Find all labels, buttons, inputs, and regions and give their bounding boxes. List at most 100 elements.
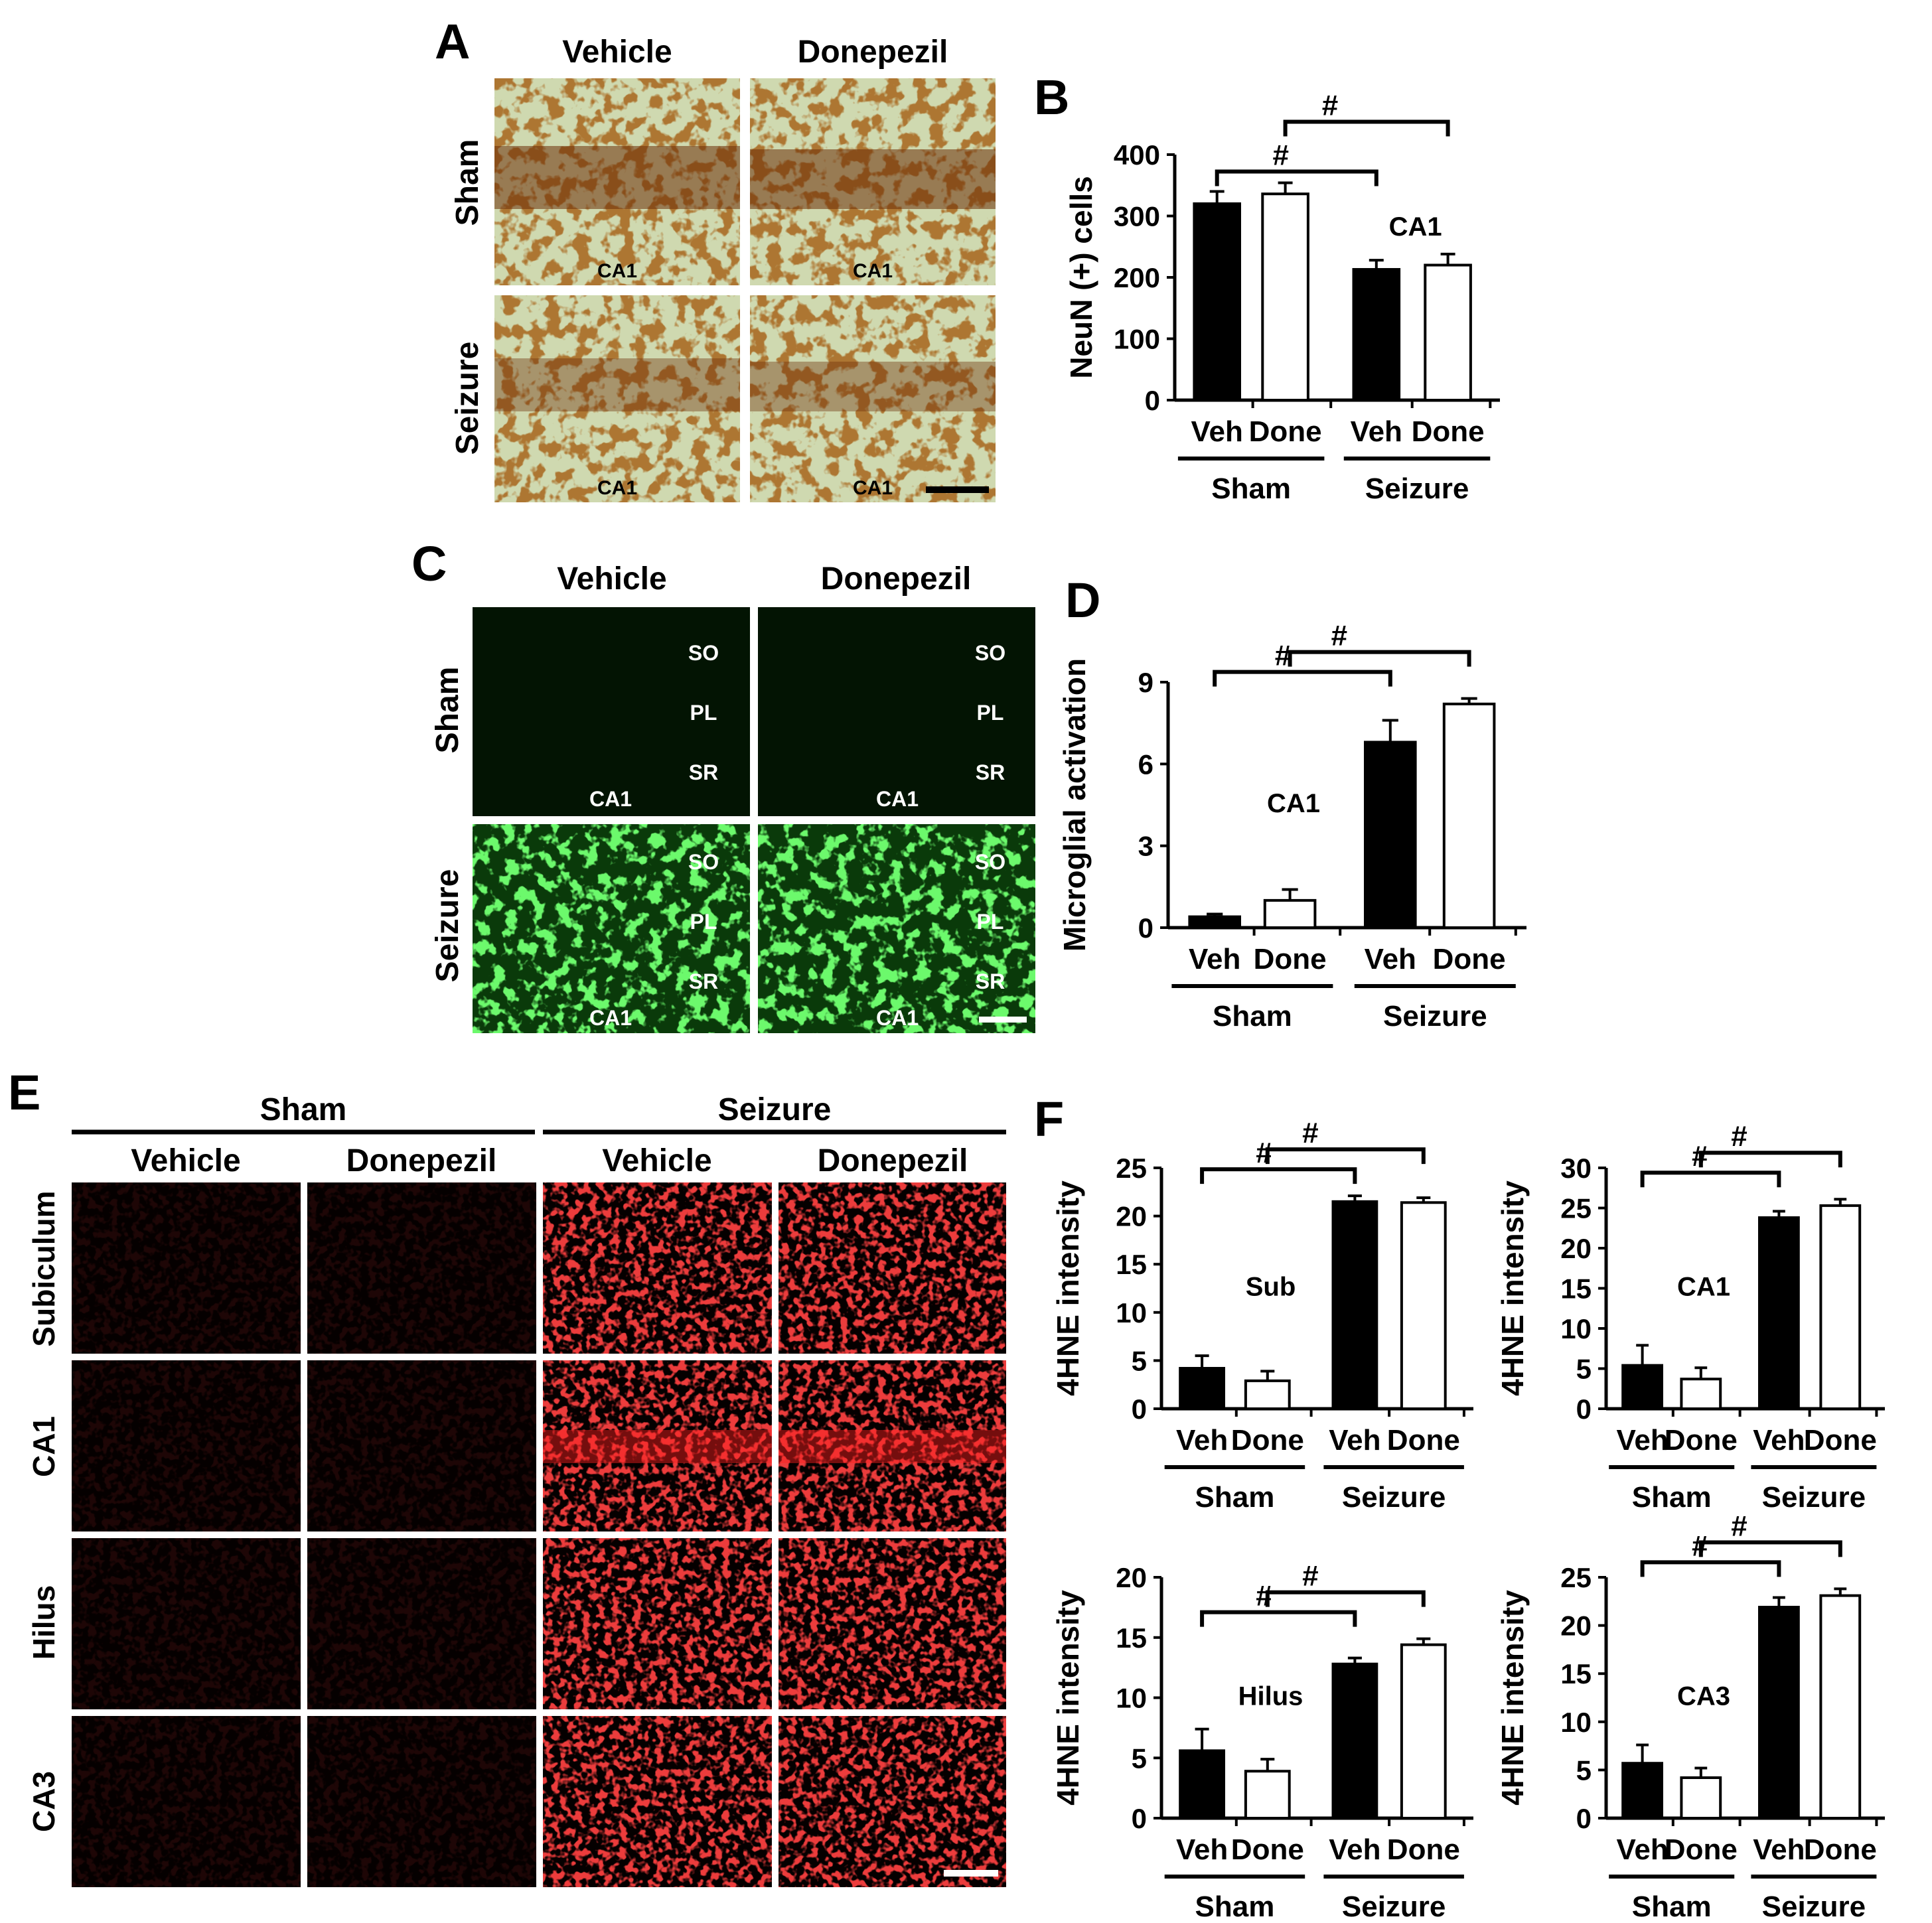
panel-a-col-label-donepezil: Donepezil — [798, 35, 948, 70]
y-tick-label: 0 — [1576, 1803, 1592, 1834]
bar-done — [1680, 1776, 1722, 1820]
panel-e-group-label-seizure: Seizure — [718, 1092, 832, 1127]
layer-label-sr: SR — [976, 969, 1005, 993]
y-tick-label: 30 — [1560, 1153, 1592, 1184]
x-category-label: Veh — [1753, 1424, 1805, 1457]
y-tick-label: 20 — [1560, 1610, 1592, 1642]
layer-label-sr: SR — [689, 969, 718, 993]
bar-done — [1261, 192, 1309, 401]
panel-a-row-label-seizure: Seizure — [450, 342, 485, 455]
group-label-seizure: Seizure — [1762, 1481, 1866, 1514]
x-category-label: Veh — [1176, 1424, 1228, 1457]
micrograph-a-seizure-vehicle: CA1 — [494, 295, 740, 502]
bar-done — [1400, 1643, 1447, 1819]
significance-marker: # — [1256, 1580, 1272, 1612]
micrograph-stain — [779, 1538, 1006, 1709]
layer-label-so: SO — [975, 641, 1005, 665]
panel-letter-d: D — [1065, 573, 1100, 628]
bar-done — [1263, 898, 1317, 930]
x-category-label: Veh — [1176, 1833, 1228, 1866]
panel-e-row-label-hilus: Hilus — [27, 1585, 61, 1660]
micrograph-c-seizure-vehicle: SO PL SR CA1 — [473, 824, 750, 1033]
y-axis-label: 4HNE intensity — [1051, 1180, 1085, 1396]
y-tick-label: 10 — [1116, 1683, 1147, 1714]
micrograph-e-r0-c0 — [72, 1182, 301, 1354]
significance-bracket — [1283, 119, 1450, 137]
y-tick-label: 10 — [1116, 1297, 1147, 1328]
micrograph-a-sham-vehicle: CA1 — [494, 78, 740, 285]
scale-bar — [926, 486, 989, 493]
layer-label-so: SO — [975, 850, 1005, 874]
y-tick-label: 5 — [1132, 1743, 1147, 1774]
group-label-sham: Sham — [1195, 1481, 1275, 1514]
significance-marker: # — [1256, 1137, 1272, 1169]
panel-e-col-label-vehicle: Vehicle — [602, 1143, 711, 1178]
panel-a: A Vehicle Donepezil Sham Seizure CA1 CA1… — [435, 14, 996, 502]
micrograph-e-r0-c3 — [779, 1182, 1006, 1354]
y-tick-label: 400 — [1114, 139, 1160, 171]
significance-bracket — [1215, 169, 1378, 186]
x-category-label: Done — [1412, 415, 1485, 448]
bar-chart-d: 0 3 6 9 Microglial activation Veh Done Veh Done S… — [1057, 620, 1526, 1033]
significance-marker: # — [1322, 90, 1338, 122]
micrograph-e-r2-c1 — [307, 1538, 536, 1709]
bar-veh — [1188, 915, 1242, 929]
x-category-label: Veh — [1191, 415, 1243, 448]
x-category-label: Veh — [1189, 943, 1240, 975]
x-category-label: Done — [1249, 415, 1322, 448]
panel-a-region-label: CA1 — [853, 477, 893, 499]
layer-label-pl: PL — [690, 910, 717, 934]
y-tick-label: 6 — [1138, 748, 1153, 780]
y-tick-label: 5 — [1576, 1754, 1592, 1786]
x-category-label: Done — [1433, 943, 1506, 975]
x-category-label: Done — [1804, 1424, 1877, 1457]
micrograph-stain — [307, 1182, 536, 1354]
y-tick-label: 15 — [1560, 1658, 1592, 1689]
bar-veh — [1193, 202, 1242, 401]
y-tick-label: 15 — [1116, 1622, 1147, 1654]
panel-c-region-label: CA1 — [589, 787, 632, 811]
micrograph-stain — [307, 1716, 536, 1887]
micrograph-a-sham-donepezil: CA1 — [750, 78, 996, 285]
micrograph-e-r3-c2 — [543, 1716, 772, 1887]
y-tick-label: 0 — [1132, 1803, 1147, 1834]
micrograph-a-seizure-donepezil: CA1 — [750, 295, 996, 502]
x-category-label: Done — [1387, 1424, 1460, 1457]
region-label: CA1 — [1389, 212, 1442, 242]
x-category-label: Done — [1665, 1833, 1738, 1866]
panel-e-row-label-subiculum: Subiculum — [27, 1190, 61, 1346]
group-label-seizure: Seizure — [1342, 1481, 1446, 1514]
micrograph-stain — [779, 1182, 1006, 1354]
significance-bracket — [1265, 1590, 1426, 1607]
panel-c-col-label-donepezil: Donepezil — [821, 561, 972, 597]
bar-veh — [1621, 1762, 1663, 1820]
y-tick-label: 9 — [1138, 667, 1153, 698]
micrograph-c-sham-vehicle: SO PL SR CA1 — [473, 607, 750, 816]
y-tick-label: 25 — [1116, 1153, 1147, 1184]
micrograph-stain — [543, 1360, 772, 1531]
micrograph-e-r3-c0 — [72, 1716, 301, 1887]
micrograph-stain — [779, 1716, 1006, 1887]
panel-e-micrograph-grid — [72, 1182, 1006, 1887]
bar-veh — [1179, 1367, 1225, 1411]
panel-letter-a: A — [435, 14, 470, 69]
panel-e-row-label-ca3: CA3 — [27, 1771, 61, 1832]
y-tick-label: 5 — [1576, 1354, 1592, 1385]
y-tick-label: 15 — [1560, 1273, 1592, 1305]
bar-done — [1400, 1201, 1447, 1410]
y-tick-label: 300 — [1114, 201, 1160, 232]
cell-layer-band — [543, 1430, 772, 1463]
micrograph-stain — [543, 1538, 772, 1709]
micrograph-stain — [72, 1538, 301, 1709]
panel-e-col-label-donepezil: Donepezil — [818, 1143, 968, 1178]
significance-marker: # — [1272, 139, 1288, 172]
y-tick-label: 15 — [1116, 1249, 1147, 1280]
bar-done — [1244, 1770, 1291, 1820]
panel-a-row-label-sham: Sham — [450, 139, 485, 226]
region-label: CA1 — [1677, 1272, 1730, 1301]
y-tick-label: 20 — [1116, 1562, 1147, 1593]
micrograph-e-r1-c1 — [307, 1360, 536, 1531]
x-category-label: Veh — [1753, 1833, 1805, 1866]
micrograph-stain — [543, 1716, 772, 1887]
